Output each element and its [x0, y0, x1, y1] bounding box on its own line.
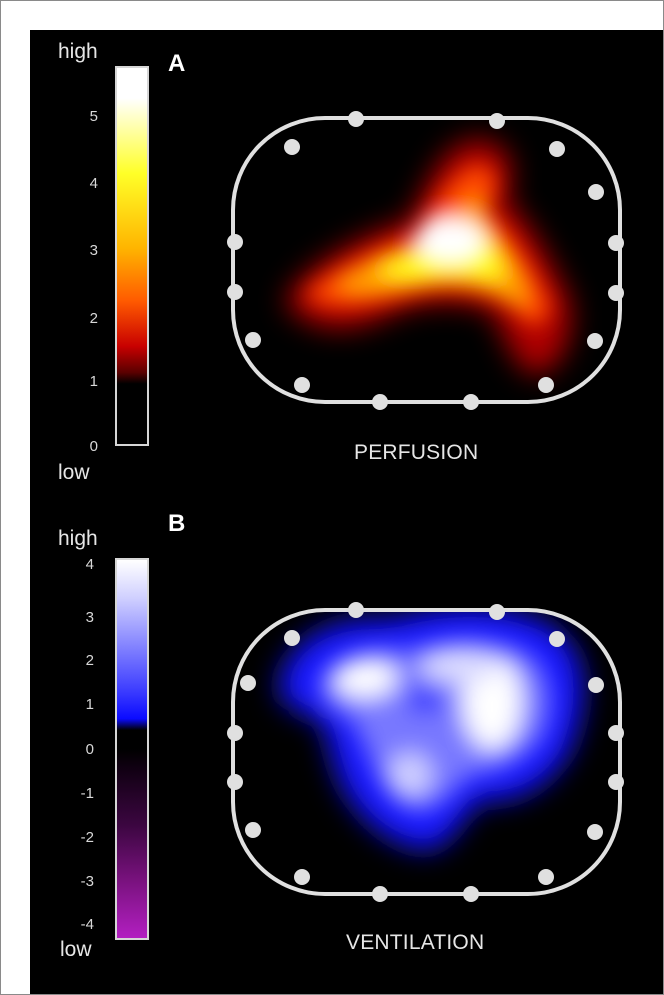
ventilation-scale-high-label: high	[58, 527, 98, 550]
ventilation-tick-neg2: -2	[80, 829, 94, 846]
perfusion-colorbar	[115, 66, 149, 446]
image-canvas: high A 5 4 3 2 1 0 low PERFUSION B high …	[30, 30, 663, 994]
perfusion-thorax-outline	[227, 111, 624, 410]
ventilation-thorax-outline	[227, 602, 624, 902]
ventilation-tick-1: 1	[85, 696, 94, 713]
ventilation-tick-neg3: -3	[80, 873, 94, 890]
perfusion-scale-low-label: low	[58, 461, 90, 484]
perfusion-tick-2: 2	[89, 310, 98, 327]
perfusion-tick-1: 1	[89, 373, 98, 390]
perfusion-caption: PERFUSION	[354, 441, 479, 464]
perfusion-tick-5: 5	[89, 108, 98, 125]
perfusion-scale-high-label: high	[58, 40, 98, 63]
panel-a-label: A	[168, 50, 186, 77]
ventilation-tick-neg4: -4	[80, 916, 94, 933]
ventilation-tick-0: 0	[85, 741, 94, 758]
ventilation-scale-low-label: low	[60, 938, 92, 961]
perfusion-tick-4: 4	[89, 175, 98, 192]
ventilation-caption: VENTILATION	[346, 931, 485, 954]
ventilation-tick-3: 3	[85, 609, 94, 626]
perfusion-tick-0: 0	[89, 438, 98, 455]
panel-b-label: B	[168, 510, 186, 537]
perfusion-heatmap	[285, 139, 572, 375]
ventilation-tick-4: 4	[85, 556, 94, 573]
ventilation-tick-neg1: -1	[80, 785, 94, 802]
eit-images	[227, 111, 624, 902]
perfusion-tick-3: 3	[89, 242, 98, 259]
ventilation-tick-2: 2	[85, 652, 94, 669]
ventilation-heatmap	[279, 610, 584, 850]
ventilation-colorbar	[115, 558, 149, 940]
